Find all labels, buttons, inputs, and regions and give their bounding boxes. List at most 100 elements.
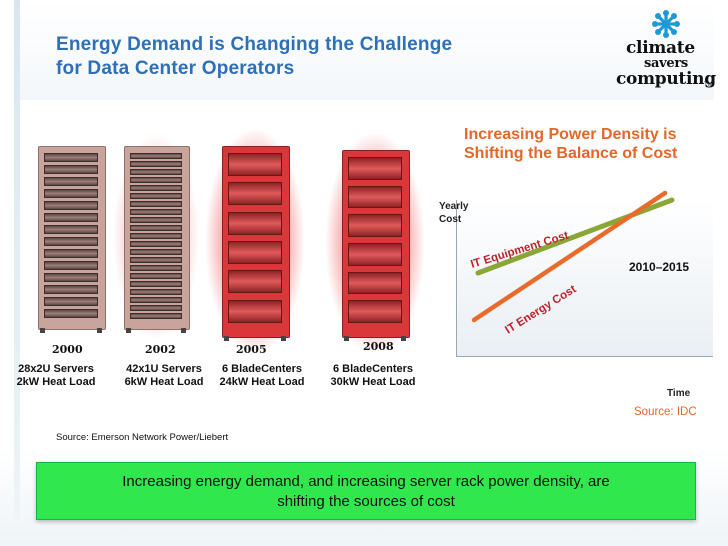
chart-title: Increasing Power Density is Shifting the… (464, 125, 677, 163)
rack-server-unit (228, 270, 282, 294)
rack-server-unit (348, 243, 402, 266)
rack-server-unit (130, 225, 182, 232)
left-rule (14, 0, 20, 520)
logo-text-climate: climate (626, 38, 695, 58)
rack-caption-2002-load: 6kW Heat Load (124, 376, 204, 388)
server-rack-2002 (124, 146, 190, 333)
chart-y-axis-label: Yearly Cost (439, 200, 468, 226)
rack-server-unit (44, 201, 98, 210)
chart-period-label: 2010–2015 (629, 260, 690, 274)
rack-foot (40, 328, 45, 333)
rack-server-unit (348, 271, 402, 295)
rack-caption-2005: 6 BladeCenters 24kW Heat Load (210, 363, 314, 389)
rack-caption-2000: 28x2U Servers 2kW Heat Load (4, 363, 108, 389)
rack-server-unit (130, 305, 182, 312)
chart-y-axis-label-line1: Yearly (439, 201, 469, 212)
server-rack-2005 (222, 146, 290, 341)
chart-y-axis-label-line2: Cost (439, 214, 462, 225)
rack-server-unit (44, 165, 98, 174)
rack-server-unit (130, 257, 182, 264)
rack-server-unit (130, 217, 182, 224)
rack-server-unit (44, 189, 98, 198)
rack-year-2008: 2008 (363, 340, 394, 353)
rack-server-unit (130, 297, 182, 304)
rack-server-unit (130, 273, 182, 280)
rack-server-unit (130, 289, 182, 296)
rack-server-unit (130, 265, 182, 272)
slide-title-line1: Energy Demand is Changing the Challenge (56, 34, 453, 55)
rack-caption-2005-load: 24kW Heat Load (219, 376, 305, 388)
rack-foot (181, 328, 186, 333)
climate-savers-logo: climate savers computing TM (612, 10, 716, 90)
summary-banner-line2: shifting the sources of cost (277, 493, 455, 510)
rack-caption-2008: 6 BladeCenters 30kW Heat Load (318, 363, 428, 389)
rack-server-unit (44, 213, 98, 222)
rack-server-unit (44, 237, 98, 246)
rack-server-unit (130, 177, 182, 184)
rack-caption-2000-servers: 28x2U Servers (18, 363, 94, 375)
rack-foot (401, 336, 406, 341)
rack-server-unit (130, 161, 182, 168)
rack-server-unit (130, 209, 182, 216)
rack-server-unit (348, 185, 402, 209)
rack-foot (97, 328, 102, 333)
slide-title: Energy Demand is Changing the Challenge … (56, 33, 516, 81)
chart-title-line2: Shifting the Balance of Cost (464, 145, 678, 162)
rack-server-unit (130, 185, 182, 192)
rack-foot (224, 336, 229, 341)
rack-year-2005: 2005 (236, 343, 267, 356)
rack-server-unit (228, 182, 282, 206)
rack-server-unit (44, 153, 98, 162)
rack-server-unit (130, 249, 182, 256)
snowflake-burst-icon (652, 10, 680, 38)
chart-x-axis-label: Time (667, 388, 691, 399)
rack-server-unit (44, 261, 98, 270)
source-emerson: Source: Emerson Network Power/Liebert (56, 432, 229, 443)
rack-year-2000: 2000 (52, 343, 83, 356)
summary-banner-text: Increasing energy demand, and increasing… (37, 472, 695, 512)
rack-server-unit (130, 193, 182, 200)
rack-server-unit (130, 281, 182, 288)
server-rack-2000 (38, 146, 106, 333)
rack-caption-2000-load: 2kW Heat Load (16, 376, 96, 388)
rack-caption-2002-servers: 42x1U Servers (126, 363, 202, 375)
rack-server-unit (44, 273, 98, 282)
rack-caption-2002: 42x1U Servers 6kW Heat Load (112, 363, 216, 389)
rack-server-unit (130, 169, 182, 176)
rack-server-unit (44, 285, 98, 294)
series-line-it-energy (471, 190, 668, 323)
rack-foot (281, 336, 286, 341)
rack-caption-2005-servers: 6 BladeCenters (221, 363, 303, 375)
server-rack-2008 (342, 150, 410, 341)
rack-server-unit (348, 214, 402, 237)
rack-server-unit (130, 153, 182, 160)
rack-foot (344, 336, 349, 341)
title-bar (14, 0, 714, 100)
rack-server-unit (228, 211, 282, 235)
rack-server-unit (130, 241, 182, 248)
source-idc: Source: IDC (634, 406, 697, 418)
chart-plot-area (456, 200, 713, 357)
rack-server-unit (44, 309, 98, 318)
rack-server-unit (348, 157, 402, 180)
logo-trademark: TM (704, 82, 713, 88)
logo-text-computing: computing (616, 69, 716, 89)
rack-server-unit (44, 225, 98, 234)
slide-title-line2: for Data Center Operators (56, 58, 295, 79)
logo-text-savers: savers (644, 56, 688, 71)
rack-server-unit (44, 297, 98, 306)
series-line-it-equipment (475, 197, 675, 276)
rack-server-unit (130, 201, 182, 208)
rack-foot (126, 328, 131, 333)
rack-caption-2008-servers: 6 BladeCenters (332, 363, 414, 375)
rack-server-unit (228, 299, 282, 323)
rack-server-unit (130, 313, 182, 320)
rack-server-unit (130, 233, 182, 240)
rack-server-unit (228, 153, 282, 177)
rack-server-unit (348, 300, 402, 323)
rack-year-2002: 2002 (145, 343, 176, 356)
rack-server-unit (44, 177, 98, 186)
chart-title-line1: Increasing Power Density is (464, 126, 677, 143)
